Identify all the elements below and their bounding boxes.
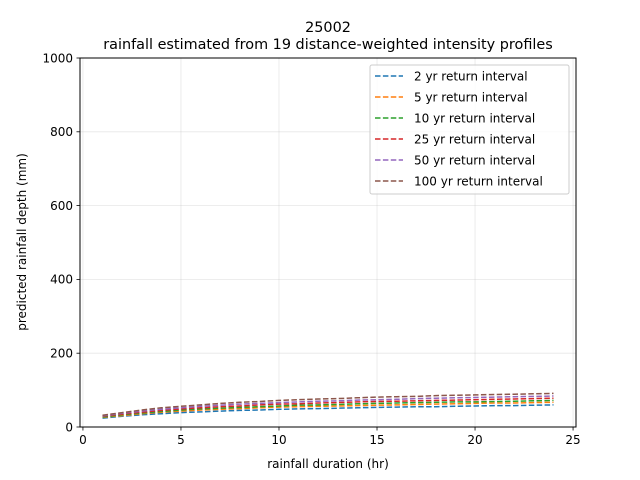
x-tick-label: 0 — [79, 433, 87, 447]
legend-label: 5 yr return interval — [414, 91, 528, 105]
x-tick-label: 10 — [271, 433, 286, 447]
series-line-5 — [102, 395, 554, 417]
y-tick-label: 1000 — [42, 51, 73, 65]
series-group — [102, 392, 554, 419]
y-axis: 0 200 400 600 800 1000 — [42, 51, 80, 434]
chart-title: 25002 — [305, 20, 351, 36]
x-tick-label: 20 — [467, 433, 482, 447]
legend: 2 yr return interval 5 yr return interval… — [369, 64, 570, 195]
series-line-2 — [102, 401, 554, 419]
legend-box — [369, 64, 570, 195]
y-tick-label: 0 — [65, 420, 73, 434]
x-axis: 0 5 10 15 20 25 — [79, 427, 581, 447]
y-tick-label: 600 — [50, 199, 73, 213]
y-tick-label: 400 — [50, 273, 73, 287]
series-line-1 — [102, 404, 554, 419]
legend-label: 2 yr return interval — [414, 70, 528, 84]
plot-frame — [79, 57, 577, 428]
x-tick-label: 5 — [177, 433, 185, 447]
y-tick-label: 200 — [50, 347, 73, 361]
x-tick-label: 15 — [369, 433, 384, 447]
chart-subtitle: rainfall estimated from 19 distance-weig… — [103, 37, 552, 53]
x-axis-label: rainfall duration (hr) — [267, 457, 389, 471]
legend-label: 100 yr return interval — [414, 175, 543, 189]
y-tick-label: 800 — [50, 125, 73, 139]
y-axis-label: predicted rainfall depth (mm) — [15, 153, 29, 331]
series-line-3 — [102, 399, 554, 418]
series-line-4 — [102, 397, 554, 418]
legend-label: 10 yr return interval — [414, 112, 535, 126]
series-line-6 — [102, 392, 554, 416]
legend-label: 25 yr return interval — [414, 133, 535, 147]
x-tick-label: 25 — [565, 433, 580, 447]
legend-label: 50 yr return interval — [414, 154, 535, 168]
